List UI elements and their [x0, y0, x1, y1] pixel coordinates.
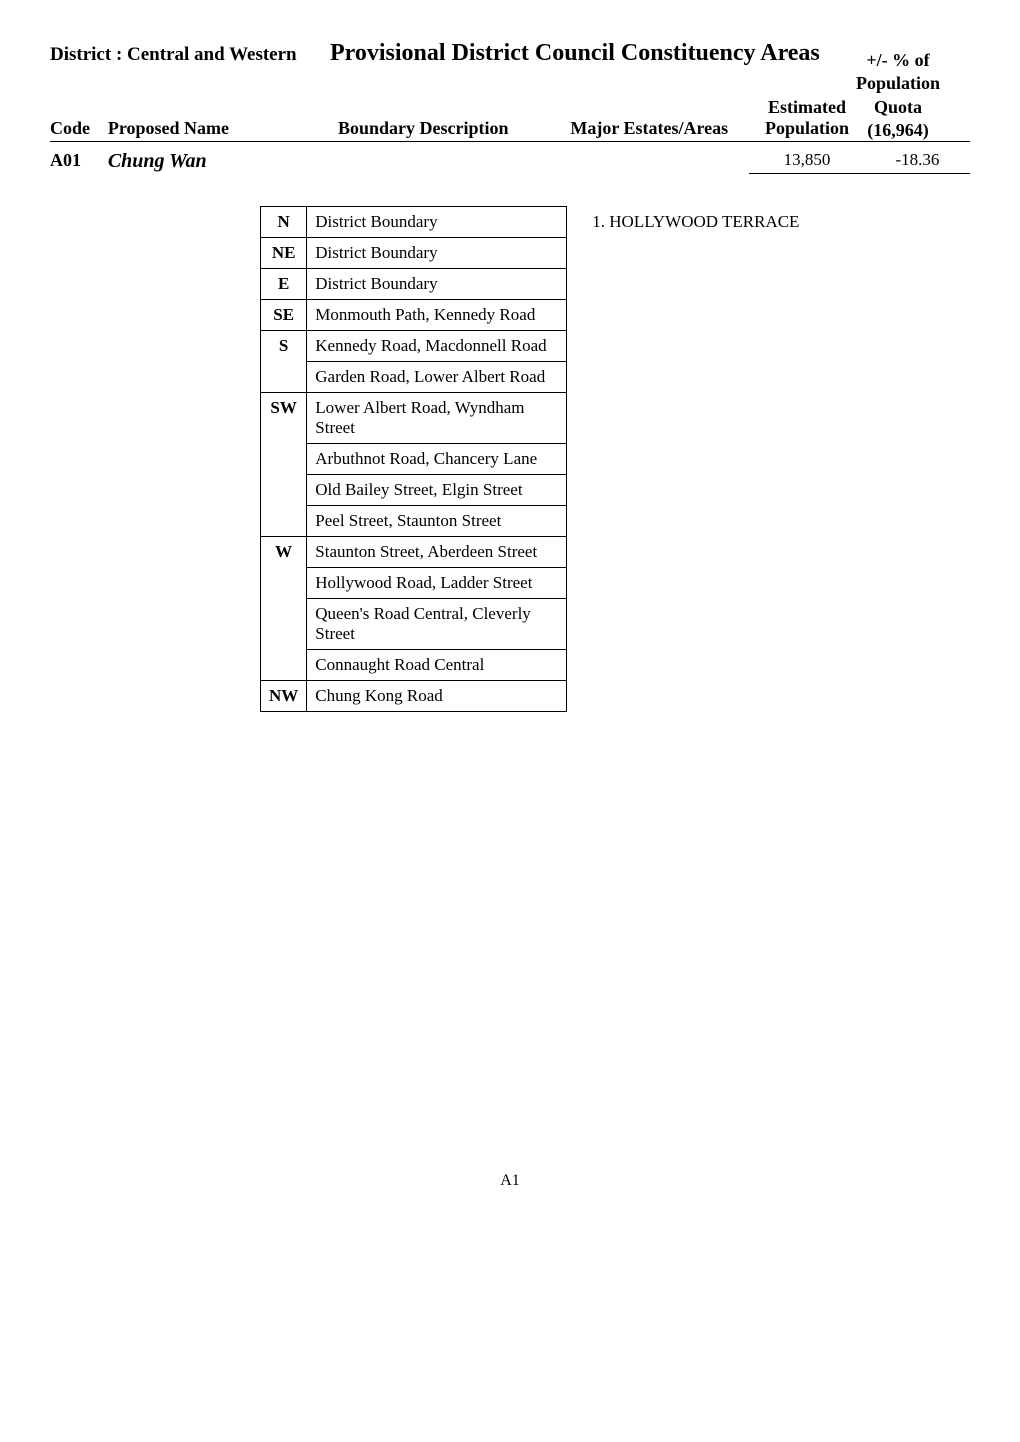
boundary-description: Queen's Road Central, Cleverly Street	[307, 598, 567, 649]
boundary-description: District Boundary	[307, 237, 567, 268]
boundary-row: Peel Street, Staunton Street	[261, 505, 567, 536]
boundary-description: Kennedy Road, Macdonnell Road	[307, 330, 567, 361]
boundary-description: District Boundary	[307, 206, 567, 237]
boundary-description: District Boundary	[307, 268, 567, 299]
constituency-row: A01 Chung Wan 13,850 -18.36	[50, 142, 970, 173]
boundary-row: WStaunton Street, Aberdeen Street	[261, 536, 567, 567]
population-value: 13,850	[749, 142, 865, 173]
boundary-direction: SE	[261, 299, 307, 330]
boundary-description: Staunton Street, Aberdeen Street	[307, 536, 567, 567]
boundary-row: SEMonmouth Path, Kennedy Road	[261, 299, 567, 330]
boundary-row: NEDistrict Boundary	[261, 237, 567, 268]
boundary-row: Old Bailey Street, Elgin Street	[261, 474, 567, 505]
boundary-description: Connaught Road Central	[307, 649, 567, 680]
boundary-row: NWChung Kong Road	[261, 680, 567, 711]
pct-of-quota-label: +/- % of Population Quota (16,964)	[856, 49, 940, 143]
code-value: A01	[50, 142, 108, 173]
boundary-description: Lower Albert Road, Wyndham Street	[307, 392, 567, 443]
col-proposed-name: Proposed Name	[108, 97, 297, 142]
boundary-direction: NW	[261, 680, 307, 711]
boundary-row: Connaught Road Central	[261, 649, 567, 680]
col-code: Code	[50, 97, 108, 142]
boundary-row: EDistrict Boundary	[261, 268, 567, 299]
boundary-direction: S	[261, 330, 307, 392]
boundary-row: Arbuthnot Road, Chancery Lane	[261, 443, 567, 474]
boundary-description: Garden Road, Lower Albert Road	[307, 361, 567, 392]
deviation-value: -18.36	[865, 142, 970, 173]
quota-value: (16,964)	[856, 119, 940, 142]
boundary-description: Peel Street, Staunton Street	[307, 505, 567, 536]
pct-line3: Quota	[856, 96, 940, 119]
estimated-line2: Population	[749, 118, 865, 139]
boundary-row: NDistrict Boundary	[261, 206, 567, 237]
boundary-direction: SW	[261, 392, 307, 536]
boundary-direction: E	[261, 268, 307, 299]
boundary-row: SKennedy Road, Macdonnell Road	[261, 330, 567, 361]
page-number: A1	[50, 1172, 970, 1190]
boundary-row: Hollywood Road, Ladder Street	[261, 567, 567, 598]
boundary-row: SWLower Albert Road, Wyndham Street	[261, 392, 567, 443]
col-estates: Major Estates/Areas	[549, 97, 749, 142]
estate-item: 1. HOLLYWOOD TERRACE	[592, 212, 799, 232]
boundary-description: Old Bailey Street, Elgin Street	[307, 474, 567, 505]
header-table: Code Proposed Name Boundary Description …	[50, 97, 970, 176]
boundary-direction: NE	[261, 237, 307, 268]
boundary-description: Monmouth Path, Kennedy Road	[307, 299, 567, 330]
boundary-description: Arbuthnot Road, Chancery Lane	[307, 443, 567, 474]
col-estimated-population: Estimated Population	[749, 97, 865, 142]
boundary-direction: W	[261, 536, 307, 680]
boundary-description: Chung Kong Road	[307, 680, 567, 711]
pct-line2: Population	[856, 72, 940, 95]
col-boundary: Boundary Description	[297, 97, 549, 142]
boundary-description: Hollywood Road, Ladder Street	[307, 567, 567, 598]
boundary-direction: N	[261, 206, 307, 237]
boundary-table: NDistrict BoundaryNEDistrict BoundaryEDi…	[260, 206, 567, 712]
district-label: District : Central and Western	[50, 44, 330, 66]
proposed-name-value: Chung Wan	[108, 142, 297, 173]
boundary-row: Queen's Road Central, Cleverly Street	[261, 598, 567, 649]
page-title: Provisional District Council Constituenc…	[330, 40, 820, 67]
estimated-line1: Estimated	[749, 97, 865, 118]
pct-line1: +/- % of	[856, 49, 940, 72]
estates-list: 1. HOLLYWOOD TERRACE	[592, 206, 799, 712]
boundary-row: Garden Road, Lower Albert Road	[261, 361, 567, 392]
